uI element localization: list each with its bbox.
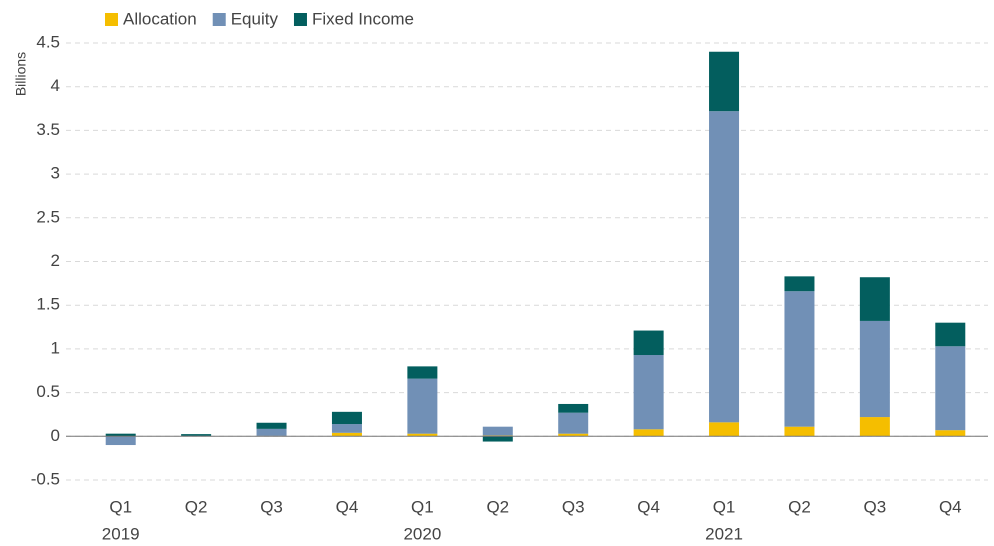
bar-segment xyxy=(859,277,890,321)
y-tick-label: 2 xyxy=(51,251,60,270)
y-tick-label: -0.5 xyxy=(31,469,60,488)
bar-segment xyxy=(709,422,740,437)
bar-segment xyxy=(407,366,438,379)
bar-segment xyxy=(407,378,438,434)
x-tick-label: Q4 xyxy=(939,497,962,516)
legend-label: Fixed Income xyxy=(312,9,414,28)
bar-segment xyxy=(784,291,815,427)
bar-segment xyxy=(633,330,664,356)
x-tick-label: Q1 xyxy=(109,497,132,516)
bar-segment xyxy=(331,432,362,437)
bar-segment xyxy=(482,436,513,442)
bar-segment xyxy=(105,433,136,437)
y-tick-label: 2.5 xyxy=(36,207,60,226)
x-tick-label: Q4 xyxy=(336,497,359,516)
bar-segment xyxy=(105,436,136,446)
y-tick-label: 4.5 xyxy=(36,32,60,51)
bar-segment xyxy=(331,424,362,433)
x-tick-label: Q2 xyxy=(486,497,509,516)
x-tick-label: Q4 xyxy=(637,497,660,516)
x-group-label: 2019 xyxy=(102,524,140,543)
legend-label: Allocation xyxy=(123,9,197,28)
bar-segment xyxy=(784,426,815,437)
x-tick-label: Q2 xyxy=(185,497,208,516)
bar-segment xyxy=(935,322,966,347)
bar-segment xyxy=(482,426,513,436)
y-tick-label: 3.5 xyxy=(36,120,60,139)
bar-segment xyxy=(407,433,438,437)
bar-segment xyxy=(859,320,890,418)
bar-segment xyxy=(331,411,362,425)
x-tick-label: Q3 xyxy=(562,497,585,516)
y-tick-label: 1 xyxy=(51,338,60,357)
x-tick-label: Q1 xyxy=(411,497,434,516)
bar-segment xyxy=(709,51,740,112)
y-tick-label: 1.5 xyxy=(36,295,60,314)
x-group-label: 2021 xyxy=(705,524,743,543)
y-tick-label: 3 xyxy=(51,164,60,183)
bar-segment xyxy=(935,346,966,431)
bar-segment xyxy=(709,111,740,423)
legend-swatch xyxy=(105,13,118,26)
bar-segment xyxy=(935,430,966,437)
bar-segment xyxy=(256,422,287,429)
bar-segment xyxy=(633,355,664,430)
x-tick-label: Q2 xyxy=(788,497,811,516)
bar-segment xyxy=(256,428,287,436)
y-tick-label: 0.5 xyxy=(36,382,60,401)
bar-segment xyxy=(558,403,589,413)
bar-segment xyxy=(784,276,815,292)
legend-swatch xyxy=(212,13,226,26)
x-tick-label: Q3 xyxy=(260,497,283,516)
bar-segment xyxy=(558,412,589,434)
legend-swatch xyxy=(293,13,307,26)
bar-segment xyxy=(859,417,890,437)
bar-segment xyxy=(633,429,664,437)
bar-segment xyxy=(181,434,212,436)
x-group-label: 2020 xyxy=(403,524,441,543)
y-tick-label: 0 xyxy=(51,426,60,445)
y-tick-label: 4 xyxy=(51,76,60,95)
bar-segment xyxy=(558,433,589,437)
legend-label: Equity xyxy=(231,9,279,28)
y-axis-label: Billions xyxy=(13,52,29,96)
x-tick-label: Q3 xyxy=(864,497,887,516)
x-tick-label: Q1 xyxy=(713,497,736,516)
